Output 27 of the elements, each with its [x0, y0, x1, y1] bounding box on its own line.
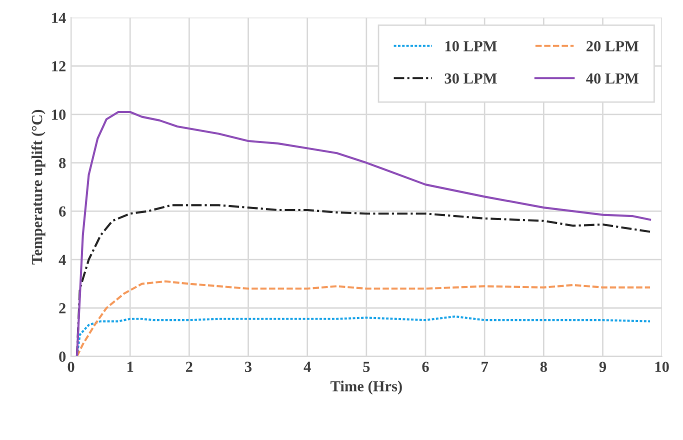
legend-label: 30 LPM: [444, 73, 497, 84]
x-tick-label: 9: [599, 362, 606, 372]
x-tick-label: 1: [128, 362, 134, 372]
legend-label: 10 LPM: [445, 41, 497, 52]
x-tick-label: 4: [304, 362, 311, 372]
y-tick-label: 10: [52, 110, 66, 120]
y-tick-label: 2: [59, 303, 66, 314]
x-tick-label: 5: [363, 362, 370, 372]
legend-label: 20 LPM: [586, 41, 638, 52]
y-tick-label: 8: [59, 158, 66, 168]
y-tick-label: 12: [52, 61, 66, 72]
x-tick-label: 7: [482, 362, 488, 372]
x-tick-label: 10: [655, 362, 669, 372]
y-tick-label: 14: [52, 12, 66, 23]
legend-label: 40 LPM: [586, 73, 638, 84]
y-axis-title: Temperature uplift (°C): [31, 110, 46, 265]
line-series: [76, 110, 652, 356]
x-tick-label: 0: [68, 362, 74, 372]
line-series: [76, 280, 652, 356]
x-axis-title: Time (Hrs): [330, 380, 402, 395]
y-tick-label: 6: [59, 206, 66, 217]
x-tick-label: 8: [540, 362, 547, 372]
y-tick-label: 0: [59, 352, 66, 362]
x-tick-label: 3: [245, 362, 252, 372]
y-tick-label: 4: [58, 254, 66, 265]
x-tick-label: 2: [186, 362, 192, 372]
x-tick-label: 6: [422, 362, 429, 372]
